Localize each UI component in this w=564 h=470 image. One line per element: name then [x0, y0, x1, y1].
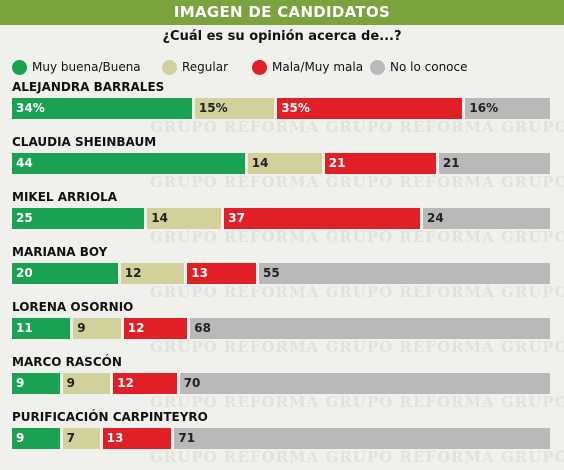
- bar-mala-muy-mala: [324, 153, 436, 174]
- watermark-text: GRUPO REFORMA GRUPO REFORMA GRUPO REFORM…: [150, 118, 564, 136]
- data-label: 55: [263, 266, 280, 280]
- bar-mala-muy-mala: [102, 428, 172, 449]
- bar-muy-buena-buena: [12, 373, 60, 394]
- data-label: 9: [16, 431, 25, 445]
- legend-item-muy-buena-buena: Muy buena/Buena: [12, 58, 141, 76]
- watermark-text: GRUPO REFORMA GRUPO REFORMA GRUPO REFORM…: [150, 228, 564, 246]
- data-label: 70: [183, 376, 201, 390]
- legend-label: Regular: [182, 60, 229, 74]
- data-label: 7: [66, 431, 75, 445]
- bar-regular: [247, 153, 322, 174]
- data-label: 11: [16, 321, 33, 335]
- bar-no-lo-conoce: [190, 318, 550, 339]
- bar-mala-muy-mala: [277, 98, 463, 119]
- data-label: 9: [66, 376, 75, 390]
- bar-no-lo-conoce: [465, 98, 550, 119]
- bar-mala-muy-mala: [187, 263, 257, 284]
- bar-no-lo-conoce: [438, 153, 550, 174]
- data-label: 13: [106, 431, 124, 445]
- data-label: 44: [16, 156, 33, 170]
- data-label: 14: [251, 156, 269, 170]
- data-label: 68: [194, 321, 211, 335]
- legend-label: Muy buena/Buena: [32, 60, 141, 74]
- data-label: 35%: [281, 101, 310, 115]
- legend-swatch: [370, 59, 385, 75]
- data-label: 12: [124, 266, 142, 280]
- bar-regular: [73, 318, 121, 339]
- bar-mala-muy-mala: [224, 208, 420, 229]
- bar-no-lo-conoce: [174, 428, 550, 449]
- legend: Muy buena/Buena Regular Mala/Muy mala No lo…: [12, 58, 557, 76]
- watermark-text: GRUPO REFORMA GRUPO REFORMA GRUPO REFORM…: [150, 283, 564, 301]
- data-label: 71: [178, 431, 196, 445]
- data-label: 13: [191, 266, 208, 280]
- bar-muy-buena-buena: [12, 263, 118, 284]
- bar-no-lo-conoce: [259, 263, 550, 284]
- bar-regular: [120, 263, 185, 284]
- bar-no-lo-conoce: [423, 208, 550, 229]
- candidate-name: LORENA OSORNIO: [12, 300, 134, 314]
- data-label: 16%: [469, 101, 499, 115]
- bar-regular: [62, 428, 100, 449]
- data-label: 15%: [198, 101, 228, 115]
- data-label: 37: [228, 211, 245, 225]
- legend-item-no-lo-conoce: No lo conoce: [370, 58, 468, 76]
- data-label: 12: [127, 321, 145, 335]
- bar-regular: [62, 373, 111, 394]
- data-label: 21: [328, 156, 346, 170]
- data-label: 9: [77, 321, 86, 335]
- candidate-name: MARCO RASCÓN: [12, 355, 122, 369]
- data-label: 14: [151, 211, 168, 225]
- bar-mala-muy-mala: [123, 318, 188, 339]
- data-label: 25: [16, 211, 33, 225]
- legend-item-mala-muy-mala: Mala/Muy mala: [252, 58, 363, 76]
- chart-title: IMAGEN DE CANDIDATOS: [0, 0, 564, 25]
- candidate-name: PURIFICACIÓN CARPINTEYRO: [12, 410, 208, 424]
- data-label: 9: [16, 376, 25, 390]
- legend-label: No lo conoce: [390, 60, 468, 74]
- legend-swatch: [162, 59, 177, 75]
- watermark-text: GRUPO REFORMA GRUPO REFORMA GRUPO REFORM…: [150, 393, 564, 411]
- watermark-text: GRUPO REFORMA GRUPO REFORMA GRUPO REFORM…: [150, 338, 564, 356]
- bar-no-lo-conoce: [179, 373, 550, 394]
- data-label: 20: [16, 266, 33, 280]
- candidate-name: ALEJANDRA BARRALES: [12, 80, 165, 94]
- bar-mala-muy-mala: [113, 373, 177, 394]
- legend-swatch: [252, 59, 267, 75]
- data-label: 21: [442, 156, 460, 170]
- candidate-name: CLAUDIA SHEINBAUM: [12, 135, 157, 149]
- bar-regular: [147, 208, 222, 229]
- watermark-text: GRUPO REFORMA GRUPO REFORMA GRUPO REFORM…: [150, 173, 564, 191]
- bar-muy-buena-buena: [12, 208, 145, 229]
- bar-muy-buena-buena: [12, 153, 245, 174]
- legend-item-regular: Regular: [162, 58, 228, 76]
- bar-regular: [194, 98, 275, 119]
- data-label: 34%: [16, 101, 45, 115]
- watermark-text: GRUPO REFORMA GRUPO REFORMA GRUPO REFORM…: [150, 448, 564, 466]
- chart-subtitle: ¿Cuál es su opinión acerca de...?: [162, 29, 402, 44]
- bar-muy-buena-buena: [12, 318, 71, 339]
- candidate-name: MARIANA BOY: [12, 245, 108, 259]
- bar-muy-buena-buena: [12, 428, 60, 449]
- bar-muy-buena-buena: [12, 98, 192, 119]
- data-label: 24: [427, 211, 444, 225]
- data-label: 12: [117, 376, 134, 390]
- legend-swatch: [12, 59, 27, 75]
- candidate-name: MIKEL ARRIOLA: [12, 190, 118, 204]
- legend-label: Mala/Muy mala: [272, 60, 364, 74]
